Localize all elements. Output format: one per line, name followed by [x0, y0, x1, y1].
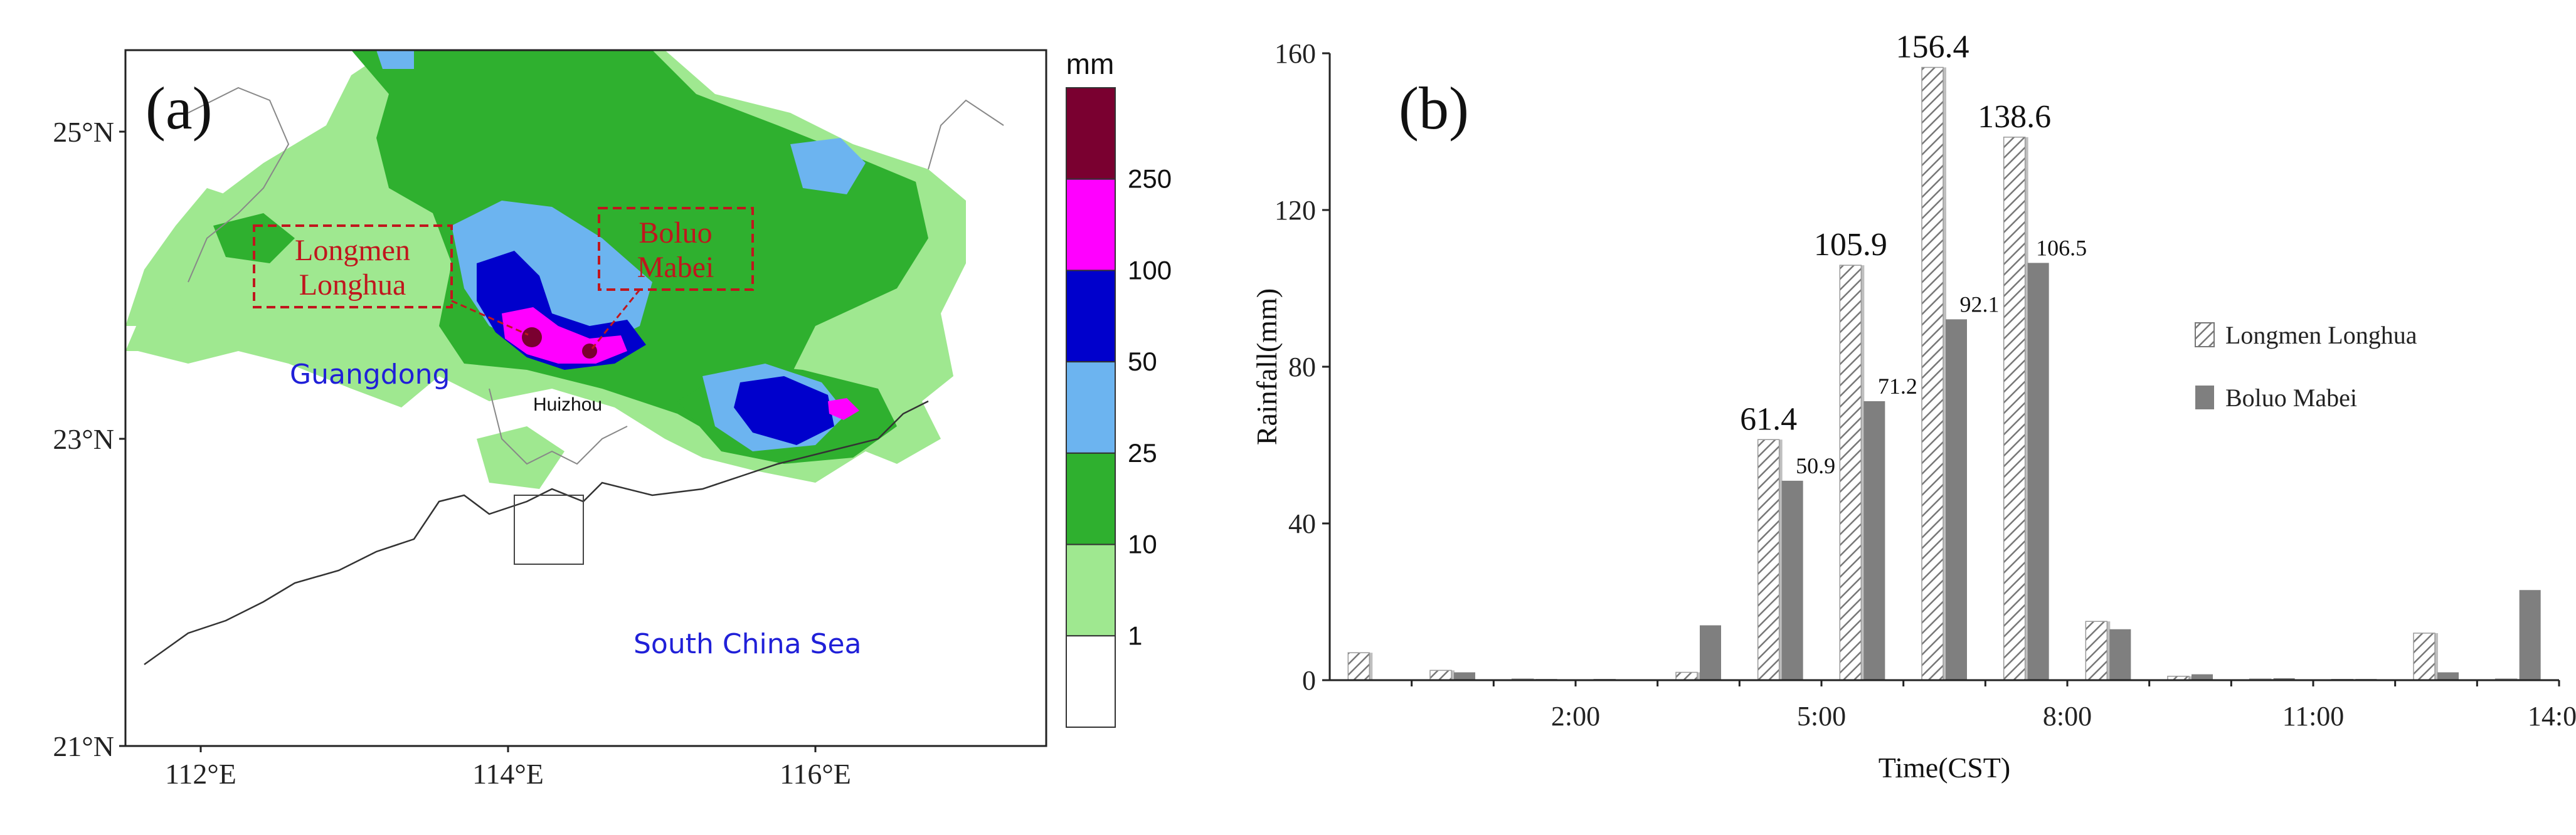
bar-longmen-longhua: [2413, 633, 2436, 681]
x-axis: 2:00 5:00 8:00 11:00 14:00: [1411, 680, 2576, 732]
bar-boluo-mabei: [2027, 263, 2049, 680]
bar-boluo-mabei: [1946, 319, 1967, 680]
colorbar-label: 1: [1128, 621, 1142, 650]
station-name-longhua: Longhua: [299, 268, 406, 302]
lat-tick-21: 21°N: [53, 730, 114, 762]
x-tick-label: 2:00: [1551, 701, 1600, 732]
y-tick-label: 80: [1288, 352, 1316, 382]
bar-boluo-mabei: [1781, 480, 1803, 680]
map-shading: [125, 50, 1004, 666]
legend-item-boluo-mabei: Boluo Mabei: [2195, 384, 2357, 412]
x-axis-title: Time(CST): [1879, 752, 2010, 784]
station-name-boluo: Boluo: [639, 216, 712, 249]
bar-boluo-mabei: [1454, 672, 1475, 680]
colorbar-unit: mm: [1066, 48, 1115, 80]
legend-swatch-hatched: [2195, 322, 2215, 347]
data-label: 138.6: [1978, 99, 2051, 135]
bar-longmen-longhua: [1347, 652, 1370, 681]
data-label: 156.4: [1896, 29, 1969, 65]
map-frame: [124, 49, 1047, 747]
colorbar-cell: [1066, 87, 1116, 180]
bar-longmen-longhua: [1675, 671, 1698, 681]
colorbar-label: 250: [1128, 164, 1172, 194]
lon-tick-116: 116°E: [780, 758, 851, 790]
lon-tick-112: 112°E: [165, 758, 236, 790]
colorbar-cell: [1066, 452, 1116, 545]
y-axis: 0 40 80 120 160: [1275, 38, 1330, 696]
colorbar-label: 10: [1128, 530, 1157, 559]
bar-boluo-mabei: [2519, 590, 2541, 680]
colorbar-cell: [1066, 635, 1116, 728]
colorbar: mm 250 100 50 25 10 1: [1066, 48, 1172, 728]
station-box-longmen-longhua: Longmen Longhua: [253, 224, 529, 336]
colorbar-label: 100: [1128, 255, 1172, 285]
y-tick-label: 0: [1302, 665, 1316, 696]
legend-label-boluo-mabei: Boluo Mabei: [2225, 384, 2357, 412]
bar-longmen-longhua: [1757, 439, 1780, 681]
colorbar-cell: [1066, 544, 1116, 637]
panel-label-a: (a): [146, 75, 213, 142]
colorbar-label: 25: [1128, 438, 1157, 468]
legend-label-longmen-longhua: Longmen Longhua: [2225, 321, 2417, 349]
bar-longmen-longhua: [2003, 137, 2026, 681]
map-lat-ticks: 25°N 23°N 21°N: [53, 116, 125, 762]
bar-longmen-longhua: [1839, 265, 1862, 681]
data-label: 50.9: [1796, 453, 1835, 478]
lon-tick-114: 114°E: [472, 758, 544, 790]
x-tick-label: 11:00: [2282, 701, 2345, 732]
bar-boluo-mabei: [1863, 401, 1885, 680]
colorbar-cells: [1066, 87, 1116, 728]
colorbar-labels: 250 100 50 25 10 1: [1128, 164, 1172, 651]
bar-longmen-longhua: [1921, 66, 1944, 681]
bars: [1347, 66, 2541, 681]
colorbar-cell: [1066, 270, 1116, 363]
colorbar-cell: [1066, 361, 1116, 454]
bar-longmen-longhua: [1429, 670, 1452, 681]
y-tick-label: 40: [1288, 508, 1316, 539]
station-name-longmen: Longmen: [295, 234, 410, 267]
bar-boluo-mabei: [2273, 678, 2295, 680]
x-tick-label: 8:00: [2043, 701, 2092, 732]
y-axis-title: Rainfall(mm): [1251, 288, 1283, 445]
place-south-china-sea: South China Sea: [633, 628, 862, 660]
legend-swatch-solid: [2195, 386, 2214, 409]
colorbar-label: 50: [1128, 347, 1157, 376]
bar-boluo-mabei: [1700, 625, 1721, 680]
lat-tick-25: 25°N: [53, 116, 114, 148]
x-tick-label: 5:00: [1797, 701, 1846, 732]
legend-item-longmen-longhua: Longmen Longhua: [2195, 321, 2417, 349]
rainfall-map: [124, 49, 1047, 747]
bar-boluo-mabei: [2192, 674, 2213, 680]
place-huizhou: Huizhou: [533, 394, 602, 415]
data-label: 92.1: [1960, 291, 2000, 317]
panel-label-b: (b): [1399, 75, 1469, 142]
y-tick-label: 120: [1275, 195, 1316, 226]
station-name-mabei: Mabei: [637, 251, 714, 284]
x-tick-label: 14:00: [2528, 701, 2576, 732]
map-lon-ticks: 112°E 114°E 116°E: [165, 746, 851, 790]
y-tick-label: 160: [1275, 38, 1316, 69]
station-box-boluo-mabei: Boluo Mabei: [591, 207, 754, 349]
data-label: 61.4: [1740, 401, 1797, 437]
bar-boluo-mabei: [2109, 629, 2131, 680]
colorbar-cell: [1066, 178, 1116, 271]
legend: Longmen Longhua Boluo Mabei: [2195, 321, 2417, 412]
bar-boluo-mabei: [2437, 672, 2459, 680]
bar-longmen-longhua: [2085, 621, 2108, 681]
rainfall-bar-chart: (b) 0 40 80 120 160 2:00 5:00 8:00 11:00 14:00 6…: [1251, 29, 2576, 784]
lat-tick-23: 23°N: [53, 423, 114, 455]
data-label: 71.2: [1878, 374, 1917, 399]
data-label: 106.5: [2036, 235, 2087, 260]
data-label: 105.9: [1814, 227, 1887, 263]
place-guangdong: Guangdong: [290, 359, 450, 391]
